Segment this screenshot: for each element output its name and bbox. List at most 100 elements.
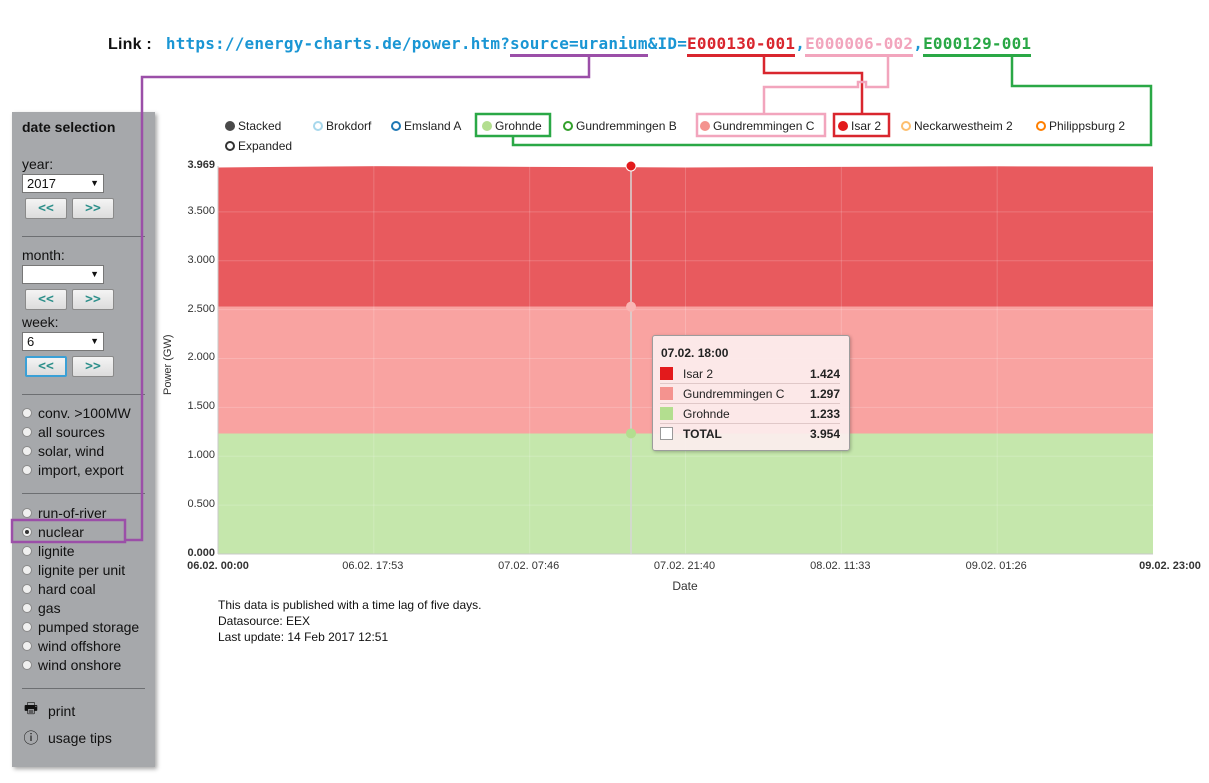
legend-item-stacked[interactable]: Stacked <box>225 117 281 135</box>
x-axis-label: Date <box>672 579 698 593</box>
area-series-isar-2 <box>218 166 1153 307</box>
x-tick-label: 07.02. 07:46 <box>498 560 560 572</box>
print-label: print <box>48 702 76 719</box>
year-value: 2017 <box>27 176 56 191</box>
legend-marker-icon <box>313 121 323 131</box>
legend-item-philippsburg-2[interactable]: Philippsburg 2 <box>1036 117 1125 135</box>
chart-notes: This data is published with a time lag o… <box>218 597 481 645</box>
week-select[interactable]: 6 ▼ <box>22 332 104 351</box>
legend-label: Brokdorf <box>326 119 372 133</box>
link-id-prefix: &ID= <box>647 34 688 53</box>
link-base-url[interactable]: https://energy-charts.de/power.htm? <box>165 34 511 53</box>
month-prev-button[interactable]: << <box>25 289 67 310</box>
week-next-button[interactable]: >> <box>72 356 114 377</box>
sidebar-title: date selection <box>22 119 116 135</box>
radio-run-of-river[interactable]: run-of-river <box>22 503 106 522</box>
radio-button-icon <box>22 545 32 556</box>
usage-tips-label: usage tips <box>48 729 112 746</box>
print-button[interactable]: 🖶 print <box>22 698 75 723</box>
week-prev-button[interactable]: << <box>25 356 67 377</box>
radio-lignite-per-unit[interactable]: lignite per unit <box>22 560 125 579</box>
legend-item-gundremmingen-c[interactable]: Gundremmingen C <box>700 117 814 135</box>
week-label: week: <box>22 314 59 330</box>
radio-label: pumped storage <box>38 618 140 635</box>
x-tick-label: 09.02. 23:00 <box>1139 560 1201 572</box>
y-tick-label: 3.969 <box>187 159 215 171</box>
year-label: year: <box>22 156 54 172</box>
month-select[interactable]: ▼ <box>22 265 104 284</box>
x-tick-label: 09.02. 01:26 <box>965 560 1027 572</box>
radio-button-icon <box>22 426 32 437</box>
link-separator: , <box>795 34 806 53</box>
radio-all-sources[interactable]: all sources <box>22 422 105 441</box>
legend-swatch-icon <box>660 367 673 380</box>
legend-item-grohnde[interactable]: Grohnde <box>482 117 542 135</box>
legend-item-isar-2[interactable]: Isar 2 <box>838 117 881 135</box>
legend-label: Expanded <box>238 139 293 153</box>
legend-marker-icon <box>225 141 235 151</box>
link-id-gundremmingen[interactable]: E000006-002 <box>805 34 914 57</box>
link-banner: Link : https://energy-charts.de/power.htm… <box>108 34 1032 58</box>
y-tick-label: 1.000 <box>187 449 215 462</box>
link-id-isar[interactable]: E000130-001 <box>687 34 796 57</box>
radio-import-export[interactable]: import, export <box>22 460 124 479</box>
radio-button-icon <box>22 640 32 651</box>
y-tick-label: 1.500 <box>187 400 215 413</box>
link-id-grohnde[interactable]: E000129-001 <box>923 34 1032 57</box>
radio-wind-onshore[interactable]: wind onshore <box>22 655 121 674</box>
note-datasource: Datasource: EEX <box>218 614 311 628</box>
radio-nuclear[interactable]: nuclear <box>22 522 84 541</box>
radio-button-icon <box>22 564 32 575</box>
divider <box>22 236 145 237</box>
radio-label: import, export <box>38 461 124 478</box>
annotation-line-isar <box>762 57 864 114</box>
legend-label: Stacked <box>238 119 282 133</box>
x-tick-label: 06.02. 00:00 <box>187 560 249 572</box>
radio-hard-coal[interactable]: hard coal <box>22 579 96 598</box>
radio-gas[interactable]: gas <box>22 598 61 617</box>
legend-label: Gundremmingen B <box>576 119 677 133</box>
radio-button-icon <box>22 464 32 475</box>
radio-button-icon <box>22 407 32 418</box>
tooltip-series-value: 3.954 <box>809 426 840 441</box>
legend-marker-icon <box>700 121 710 131</box>
radio-pumped-storage[interactable]: pumped storage <box>22 617 139 636</box>
radio-conv[interactable]: conv. >100MW <box>22 403 131 422</box>
note-last-update: Last update: 14 Feb 2017 12:51 <box>218 630 389 644</box>
y-tick-label: 0.500 <box>187 498 215 511</box>
tooltip-series-value: 1.424 <box>809 366 840 381</box>
divider <box>22 493 145 494</box>
annotation-line-source <box>125 57 591 542</box>
tooltip-series-name: Isar 2 <box>683 366 714 381</box>
tooltip-series-name: Gundremmingen C <box>683 386 785 401</box>
radio-button-icon <box>22 507 32 518</box>
year-next-button[interactable]: >> <box>72 198 114 219</box>
link-source-param[interactable]: source=uranium <box>510 34 648 57</box>
year-select[interactable]: 2017 ▼ <box>22 174 104 193</box>
month-next-button[interactable]: >> <box>72 289 114 310</box>
legend-item-gundremmingen-b[interactable]: Gundremmingen B <box>563 117 677 135</box>
year-prev-button[interactable]: << <box>25 198 67 219</box>
radio-lignite[interactable]: lignite <box>22 541 75 560</box>
usage-tips-button[interactable]: ⓘ usage tips <box>22 727 112 748</box>
legend-item-neckarwestheim-2[interactable]: Neckarwestheim 2 <box>901 117 1013 135</box>
radio-solar-wind[interactable]: solar, wind <box>22 441 104 460</box>
radio-wind-offshore[interactable]: wind offshore <box>22 636 121 655</box>
radio-label: lignite per unit <box>38 561 126 578</box>
radio-label: solar, wind <box>38 442 105 459</box>
legend-swatch-icon <box>660 387 673 400</box>
annotation-box-gundremmingen-c <box>695 112 827 138</box>
tooltip-series-name: Grohnde <box>683 406 730 421</box>
link-separator: , <box>913 34 924 53</box>
legend-marker-icon <box>391 121 401 131</box>
legend-item-emsland-a[interactable]: Emsland A <box>391 117 461 135</box>
annotation-line-grohnde <box>511 57 1153 147</box>
legend-item-brokdorf[interactable]: Brokdorf <box>313 117 371 135</box>
legend-marker-icon <box>1036 121 1046 131</box>
tooltip-row-total: TOTAL 3.954 <box>660 424 840 443</box>
week-value: 6 <box>27 334 35 349</box>
annotation-box-grohnde <box>474 112 552 138</box>
legend-item-expanded[interactable]: Expanded <box>225 137 292 155</box>
